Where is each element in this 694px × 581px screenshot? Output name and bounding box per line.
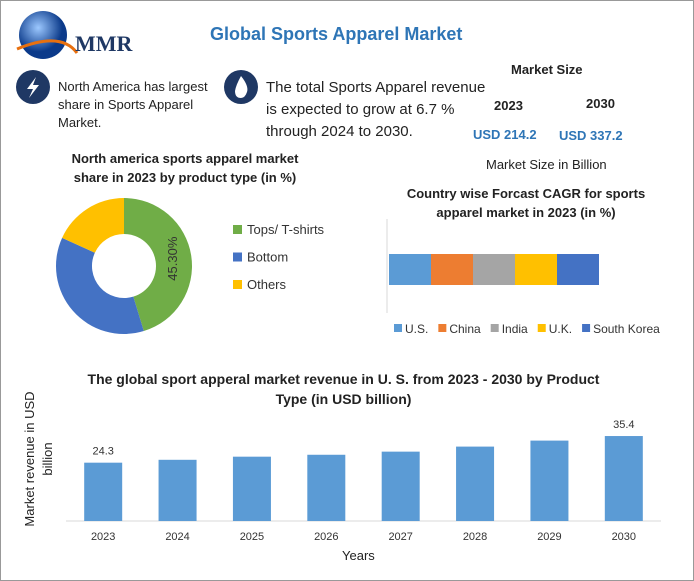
legend-swatch xyxy=(233,225,242,234)
logo-globe xyxy=(19,11,67,59)
logo-swoosh xyxy=(16,39,79,54)
legend-swatch xyxy=(438,324,447,332)
x-tick-label: 2025 xyxy=(240,531,264,543)
bar xyxy=(456,446,495,521)
bar xyxy=(307,454,346,521)
legend-swatch xyxy=(233,280,242,289)
icon-flame-glyph xyxy=(235,76,248,98)
data-label: 45.30% xyxy=(165,236,180,281)
legend-label: Tops/ T-shirts xyxy=(247,222,325,237)
market-note: Market Size in Billion xyxy=(486,157,607,172)
legend-label: U.S. xyxy=(405,322,428,336)
legend-swatch xyxy=(233,252,242,262)
logo-text: MMR xyxy=(75,31,133,56)
legend-label: U.K. xyxy=(549,322,572,336)
year: 2030 xyxy=(586,96,615,111)
x-tick-label: 2026 xyxy=(314,531,338,543)
legend-label: Others xyxy=(247,277,287,292)
legend-swatch xyxy=(582,324,591,332)
chart-title: North america sports apparel market shar… xyxy=(71,151,299,185)
legend-label: Bottom xyxy=(247,250,288,265)
legend-label: South Korea xyxy=(593,322,660,336)
x-tick-label: 2028 xyxy=(463,531,487,543)
legend-label: India xyxy=(502,322,528,336)
bar-segment xyxy=(473,254,515,285)
chart-title: Country wise Forcast CAGR for sports app… xyxy=(406,186,646,220)
donut-slice xyxy=(55,237,144,335)
x-tick-label: 2027 xyxy=(388,531,412,543)
market-value: USD 214.2 xyxy=(473,127,537,142)
data-label: 24.3 xyxy=(92,446,113,458)
bar-segment xyxy=(389,254,431,285)
donut-slice xyxy=(124,198,193,332)
bar-segment xyxy=(431,254,473,285)
bar xyxy=(232,456,271,521)
bar xyxy=(158,459,197,521)
bar xyxy=(604,436,643,521)
market-value: USD 337.2 xyxy=(559,128,623,143)
legend-label: China xyxy=(449,322,481,336)
legend-swatch xyxy=(394,324,402,332)
donut-slice xyxy=(62,198,124,253)
data-label: 35.4 xyxy=(613,419,634,431)
legend-swatch xyxy=(537,324,546,332)
bar xyxy=(530,440,569,521)
chart-title: The global sport apperal market revenue … xyxy=(87,371,600,407)
fact: North America has largest share in Sport… xyxy=(58,79,208,130)
bar-segment xyxy=(557,254,599,285)
x-axis-title: Years xyxy=(342,548,375,563)
x-tick-label: 2024 xyxy=(165,531,189,543)
page-title: Global Sports Apparel Market xyxy=(210,24,463,44)
bar xyxy=(381,451,420,521)
market-size-title: Market Size xyxy=(511,62,583,77)
icon-bolt-glyph xyxy=(27,77,39,98)
bar-segment xyxy=(515,254,557,285)
legend-swatch xyxy=(490,324,499,332)
year: 2023 xyxy=(494,98,523,113)
x-tick-label: 2030 xyxy=(612,531,636,543)
x-tick-label: 2023 xyxy=(91,531,115,543)
x-tick-label: 2029 xyxy=(537,531,561,543)
bar xyxy=(84,462,123,521)
fact: The total Sports Apparel revenue is expe… xyxy=(266,79,486,140)
y-axis-title: Market revenue in USD billion xyxy=(22,391,55,527)
